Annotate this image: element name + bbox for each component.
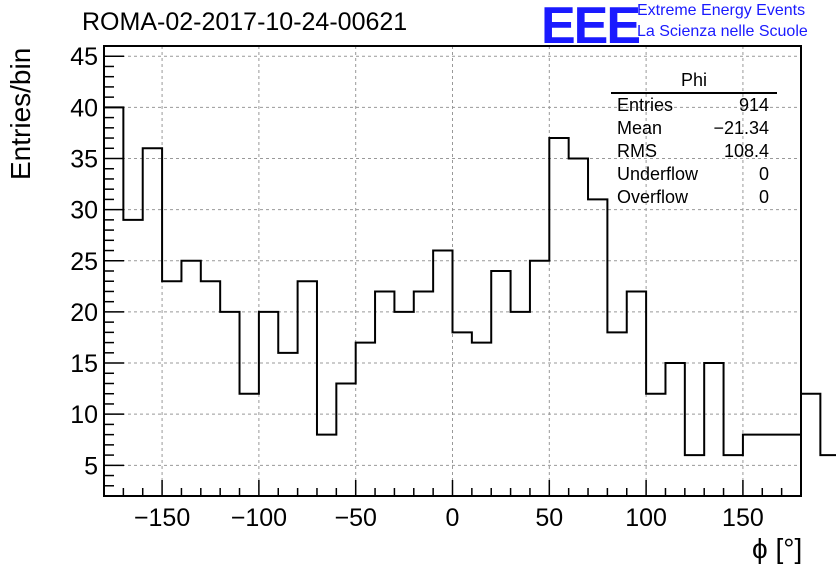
y-tick-label: 30 [70, 197, 98, 225]
stat-value: 0 [758, 164, 769, 184]
org-name: Extreme Energy Events [637, 2, 806, 19]
y-tick-labels: 5 10 15 20 25 30 35 40 45 [70, 43, 98, 480]
x-axis-label: ϕ [°] [752, 533, 803, 564]
stat-label: Mean [617, 118, 663, 138]
stat-value: 914 [738, 95, 769, 115]
stat-row: Entries 914 [611, 94, 777, 117]
stat-row: Underflow 0 [611, 163, 777, 186]
stats-box: Phi Entries 914 Mean −21.34 RMS 108.4 Un… [611, 70, 777, 209]
stat-label: Underflow [617, 164, 699, 184]
stat-value: −21.34 [713, 118, 769, 138]
stat-row: RMS 108.4 [611, 140, 777, 163]
axis-ticks [103, 45, 802, 497]
stat-label: RMS [617, 141, 657, 161]
stats-title: Phi [611, 70, 777, 94]
x-tick-label: −50 [334, 504, 376, 532]
stat-row: Mean −21.34 [611, 117, 777, 140]
x-tick-labels: −150 −100 −50 0 50 100 150 [134, 504, 764, 532]
x-tick-label: 50 [535, 504, 563, 532]
org-subtitle: La Scienza nelle Scuole [637, 23, 808, 40]
y-tick-label: 25 [70, 248, 98, 276]
x-tick-label: 100 [625, 504, 667, 532]
y-tick-label: 45 [70, 43, 98, 71]
eee-logo: EEE [541, 0, 641, 55]
histogram-steps [104, 106, 836, 457]
y-tick-label: 10 [70, 401, 98, 429]
y-axis-label: Entries/bin [5, 47, 36, 180]
x-tick-label: −150 [134, 504, 190, 532]
stat-row: Overflow 0 [611, 186, 777, 209]
stat-label: Entries [617, 95, 674, 115]
y-tick-label: 15 [70, 350, 98, 378]
y-tick-label: 20 [70, 299, 98, 327]
x-tick-label: 150 [722, 504, 764, 532]
y-tick-label: 35 [70, 146, 98, 174]
x-tick-label: 0 [446, 504, 460, 532]
y-tick-label: 5 [84, 452, 98, 480]
stat-label: Overflow [617, 187, 689, 207]
figure-title: ROMA-02-2017-10-24-00621 [82, 8, 408, 36]
stat-value: 108.4 [723, 141, 769, 161]
x-tick-label: −100 [231, 504, 287, 532]
stat-value: 0 [758, 187, 769, 207]
y-tick-label: 40 [70, 94, 98, 122]
